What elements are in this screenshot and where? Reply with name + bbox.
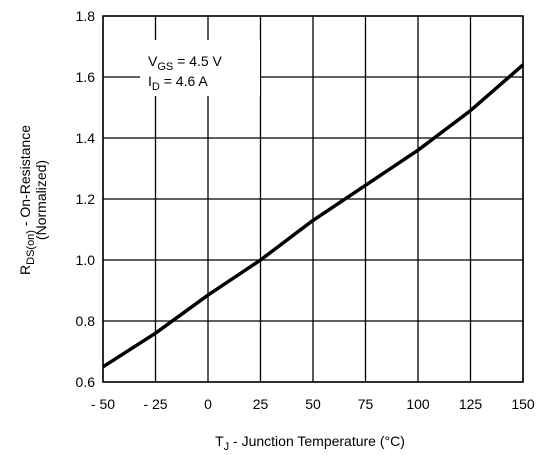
x-tick-label: 25 bbox=[253, 396, 269, 412]
annotation-id: ID = 4.6 A bbox=[148, 73, 208, 93]
x-tick-label: 125 bbox=[459, 396, 483, 412]
x-tick-label: 50 bbox=[305, 396, 321, 412]
x-tick-label: - 50 bbox=[91, 396, 115, 412]
x-tick-labels: - 50 - 25 0 25 50 75 100 125 150 bbox=[91, 396, 535, 412]
annotation-box bbox=[140, 40, 260, 96]
y-tick-label: 1.4 bbox=[76, 130, 96, 146]
y-tick-label: 1.2 bbox=[76, 191, 96, 207]
plot-border bbox=[102, 15, 524, 383]
y-tick-label: 1.0 bbox=[76, 252, 96, 268]
x-axis-label: TJ - Junction Temperature (°C) bbox=[215, 433, 405, 453]
x-tick-label: 100 bbox=[406, 396, 430, 412]
y-tick-label: 0.6 bbox=[76, 374, 96, 390]
y-tick-label: 1.8 bbox=[76, 8, 96, 24]
plot-frame bbox=[102, 15, 524, 383]
x-tick-label: 0 bbox=[204, 396, 212, 412]
y-tick-label: 0.8 bbox=[76, 313, 96, 329]
x-tick-label: - 25 bbox=[143, 396, 167, 412]
annotation-vgs: VGS = 4.5 V bbox=[148, 53, 223, 73]
x-tick-label: 150 bbox=[511, 396, 535, 412]
y-tick-labels: 0.6 0.8 1.0 1.2 1.4 1.6 1.8 bbox=[76, 8, 96, 390]
series-group bbox=[102, 63, 525, 369]
y-axis-label-line1: RDS(on) - On-Resistance bbox=[17, 125, 37, 275]
y-axis-label-line2: (Normalized) bbox=[33, 160, 49, 240]
y-tick-label: 1.6 bbox=[76, 69, 96, 85]
x-tick-label: 75 bbox=[358, 396, 374, 412]
series-line bbox=[102, 63, 525, 369]
